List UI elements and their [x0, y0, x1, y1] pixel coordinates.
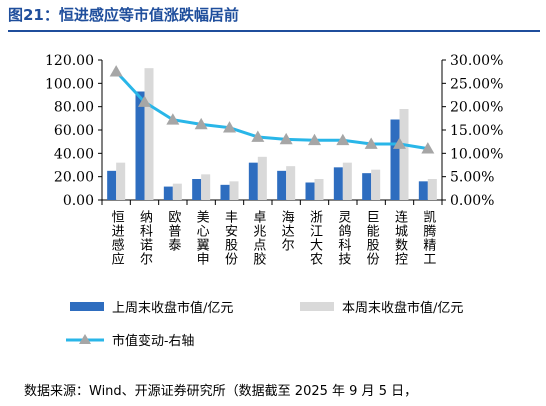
- line-marker: [138, 95, 151, 107]
- right-tick-label: 30.00%: [450, 53, 503, 69]
- bar-this-week: [229, 181, 239, 200]
- page-title: 图21：恒进感应等市值涨跌幅居前: [8, 6, 239, 24]
- category-label: 海达尔: [279, 210, 295, 252]
- right-tick-label: 25.00%: [450, 76, 503, 92]
- bar-this-week: [427, 179, 437, 200]
- line-marker: [308, 133, 321, 146]
- legend-swatch-last-week: [70, 302, 104, 311]
- left-tick-label: 120.00: [45, 53, 94, 69]
- left-tick-label: 60.00: [54, 123, 94, 139]
- legend-swatch-this-week: [300, 302, 334, 311]
- legend-label-this-week: 本周末收盘市值/亿元: [342, 300, 463, 316]
- bar-this-week: [116, 162, 126, 200]
- bar-this-week: [314, 179, 324, 200]
- legend-label-last-week: 上周末收盘市值/亿元: [112, 300, 233, 316]
- category-label: 灵鸽科技: [335, 210, 351, 266]
- category-label: 美心翼申: [194, 210, 210, 266]
- right-tick-label: 10.00%: [450, 146, 503, 162]
- line-market-change: [115, 70, 429, 151]
- bar-last-week: [135, 91, 145, 200]
- right-tick-label: 0.00%: [450, 193, 494, 209]
- category-label: 浙江大农: [307, 210, 323, 266]
- line-marker: [109, 65, 123, 77]
- bar-this-week: [286, 166, 296, 200]
- bar-this-week: [371, 169, 381, 200]
- left-tick-label: 80.00: [54, 100, 94, 116]
- chart-line-series: [109, 65, 435, 154]
- title-divider: [8, 30, 540, 32]
- bar-last-week: [390, 119, 400, 200]
- bar-last-week: [305, 182, 315, 200]
- bar-this-week: [342, 162, 352, 200]
- chart-axes: 0.00 20.00 40.00 60.00 80.00 100.00 120.00 0.00…: [45, 53, 503, 209]
- line-marker: [364, 137, 378, 149]
- bar-last-week: [192, 179, 202, 200]
- line-marker: [251, 130, 265, 142]
- line-marker: [336, 133, 350, 146]
- category-label: 卓兆点胶: [250, 210, 266, 266]
- category-label: 欧普泰: [165, 210, 181, 252]
- legend-marker: [79, 334, 91, 344]
- bar-last-week: [248, 162, 258, 200]
- line-marker: [166, 113, 180, 125]
- bar-last-week: [362, 173, 372, 200]
- bar-this-week: [201, 174, 211, 200]
- bar-last-week: [163, 186, 173, 200]
- bar-this-week: [172, 183, 182, 200]
- left-tick-label: 40.00: [54, 146, 94, 162]
- right-tick-label: 15.00%: [450, 123, 503, 139]
- category-label: 巨能股份: [364, 210, 380, 266]
- line-marker: [393, 137, 406, 149]
- category-label: 恒进感应: [109, 210, 125, 266]
- right-tick-label: 5.00%: [450, 170, 494, 186]
- line-marker: [223, 121, 236, 133]
- category-labels: 恒进感应 纳科诺尔 欧普泰 美心翼申 丰安股份 卓兆点胶 海达尔 浙江大农 灵鸽科技 巨能股份 连城…: [109, 209, 436, 266]
- bar-last-week: [220, 184, 230, 200]
- line-marker: [421, 142, 435, 154]
- bar-last-week: [107, 170, 117, 200]
- category-label: 凯腾精工: [420, 210, 436, 266]
- category-label: 连城数控: [392, 209, 408, 266]
- bar-last-week: [333, 167, 343, 200]
- bar-last-week: [418, 181, 428, 200]
- left-tick-label: 0.00: [63, 193, 94, 209]
- source-note: 数据来源：Wind、开源证券研究所（数据截至 2025 年 9 月 5 日，: [24, 384, 418, 399]
- line-marker: [279, 132, 293, 145]
- bar-this-week: [144, 68, 154, 201]
- legend-label-line: 市值变动-右轴: [112, 333, 194, 349]
- category-label: 纳科诺尔: [137, 210, 153, 266]
- bar-this-week: [399, 109, 409, 200]
- left-tick-label: 20.00: [54, 170, 94, 186]
- right-tick-label: 20.00%: [450, 100, 503, 116]
- chart-bars: [107, 68, 437, 201]
- bar-last-week: [277, 170, 287, 200]
- left-tick-label: 100.00: [45, 76, 94, 92]
- category-label: 丰安股份: [222, 210, 238, 266]
- line-marker: [194, 117, 208, 130]
- bar-this-week: [257, 156, 267, 200]
